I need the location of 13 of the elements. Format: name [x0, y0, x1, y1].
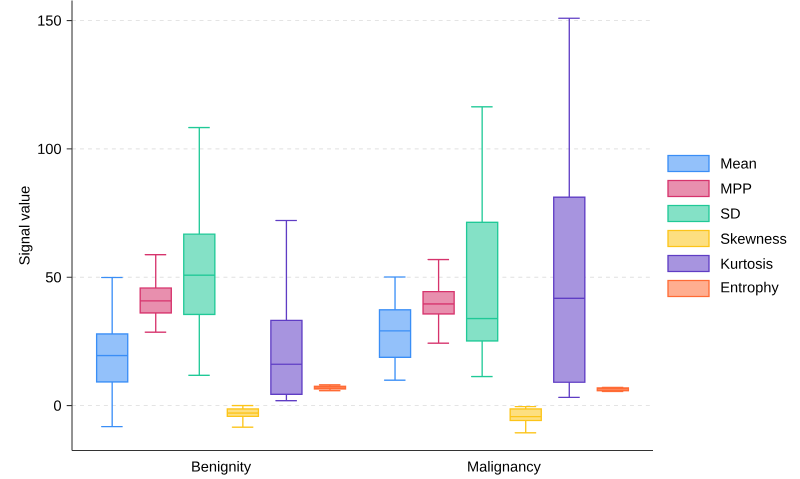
legend-label: Mean — [721, 158, 756, 168]
x-tick-label: Malignancy — [468, 460, 541, 474]
legend-label: MPP — [721, 183, 752, 194]
legend-label: Entrophy — [721, 281, 779, 296]
legend-label: Kurtosis — [721, 258, 773, 269]
y-tick-label: 0 — [54, 400, 61, 411]
y-tick-label: 50 — [46, 272, 61, 282]
legend-label: Skewness — [720, 232, 786, 244]
y-axis-title: Signal value — [18, 186, 32, 264]
y-tick-label: 100 — [38, 144, 61, 154]
y-tick-label: 150 — [38, 15, 61, 26]
x-tick-label: Benignity — [192, 460, 252, 474]
legend-label: SD — [720, 208, 740, 218]
